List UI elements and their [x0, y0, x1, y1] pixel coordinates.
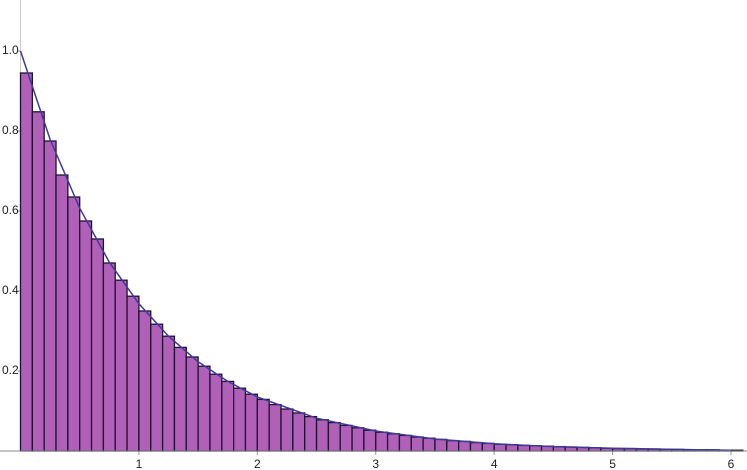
- bar: [43, 140, 57, 452]
- y-tick-label: 0.8: [2, 123, 19, 137]
- bar: [410, 436, 424, 452]
- bar: [339, 424, 353, 452]
- bar: [173, 346, 187, 452]
- x-tick-label: 3: [372, 457, 379, 470]
- bar: [256, 398, 270, 452]
- x-tick-label: 4: [491, 457, 498, 470]
- bar: [292, 412, 306, 452]
- bar: [19, 72, 33, 452]
- x-tick-label: 5: [609, 457, 616, 470]
- bar: [185, 356, 199, 452]
- bar: [114, 279, 128, 452]
- bar: [126, 295, 140, 452]
- bar: [351, 427, 365, 452]
- y-tick-label: 1.0: [2, 43, 19, 57]
- bar: [280, 408, 294, 452]
- bar: [386, 433, 401, 452]
- bar: [304, 415, 318, 452]
- bar: [138, 310, 152, 452]
- bar: [481, 442, 495, 452]
- bar: [398, 434, 412, 452]
- bar: [434, 438, 448, 452]
- x-tick-label: 6: [728, 457, 735, 470]
- density-curve: [19, 50, 732, 451]
- bar: [67, 196, 81, 452]
- bar: [375, 431, 389, 452]
- bar: [457, 440, 472, 452]
- bar: [90, 238, 105, 452]
- bar: [150, 323, 164, 452]
- y-tick-label: 0.2: [2, 363, 19, 377]
- bar: [232, 387, 247, 452]
- bar: [197, 365, 211, 452]
- bar: [315, 419, 330, 452]
- bar: [469, 441, 483, 452]
- y-tick-label: 0.4: [2, 283, 19, 297]
- bar: [79, 220, 93, 452]
- bar: [221, 380, 235, 452]
- bar: [363, 429, 377, 452]
- bar: [517, 444, 531, 452]
- bar: [102, 262, 116, 452]
- bar: [422, 437, 436, 452]
- x-tick-label: 1: [136, 457, 143, 470]
- x-tick-label: 2: [254, 457, 261, 470]
- bar: [55, 174, 69, 452]
- bar: [31, 111, 45, 452]
- bar: [209, 373, 223, 452]
- bar: [446, 439, 460, 452]
- y-tick-label: 0.6: [2, 203, 19, 217]
- bar: [161, 335, 176, 452]
- bar: [327, 421, 341, 452]
- bar: [493, 443, 507, 452]
- bar: [244, 393, 258, 452]
- bar: [268, 403, 282, 452]
